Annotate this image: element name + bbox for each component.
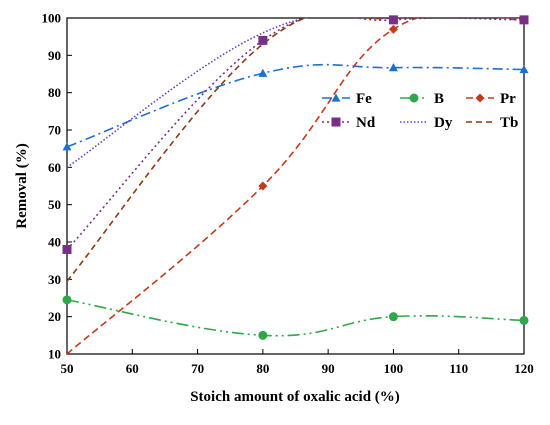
- y-tick-label: 60: [48, 160, 61, 175]
- series-line-dy: [67, 18, 524, 168]
- y-axis-ticks: 10 20 30 40 50 60 70 80 90 100: [42, 11, 72, 362]
- series-line-fe: [67, 63, 524, 148]
- legend-item-nd: Nd: [322, 115, 376, 131]
- legend-label-nd: Nd: [356, 115, 376, 131]
- series-lines: [67, 18, 524, 354]
- data-point-b: [388, 312, 398, 322]
- data-point-nd: [519, 15, 529, 25]
- series-markers: [62, 15, 529, 340]
- data-point-b: [519, 315, 529, 325]
- x-tick-label: 100: [384, 361, 404, 376]
- x-tick-label: 120: [514, 361, 534, 376]
- series-line-pr: [67, 18, 524, 354]
- y-tick-label: 30: [48, 272, 61, 287]
- data-point-b: [258, 330, 268, 340]
- data-point-nd: [62, 244, 72, 254]
- data-point-pr: [388, 24, 398, 34]
- series-line-nd: [67, 18, 524, 251]
- y-tick-label: 70: [48, 123, 61, 138]
- y-tick-label: 40: [48, 235, 61, 250]
- y-tick-label: 80: [48, 85, 61, 100]
- y-tick-label: 20: [48, 309, 61, 324]
- x-axis-title: Stoich amount of oxalic acid (%): [190, 389, 400, 405]
- legend-label-tb: Tb: [500, 115, 518, 131]
- x-tick-label: 80: [256, 361, 269, 376]
- x-tick-label: 90: [322, 361, 335, 376]
- y-tick-label: 100: [42, 11, 62, 26]
- y-axis-title: Removal (%): [14, 143, 30, 228]
- legend-item-fe: Fe: [322, 91, 372, 107]
- plot-area: [66, 17, 525, 355]
- data-point-fe: [519, 65, 529, 74]
- series-line-tb: [67, 18, 524, 282]
- series-line-b: [67, 299, 524, 337]
- data-point-fe: [388, 63, 398, 72]
- legend-item-pr: Pr: [466, 91, 516, 107]
- legend-label-dy: Dy: [434, 115, 453, 131]
- data-point-nd: [388, 15, 398, 25]
- legend-marker-fe: [331, 93, 341, 102]
- legend-marker-pr: [475, 93, 485, 103]
- x-tick-label: 70: [191, 361, 204, 376]
- legend-marker-nd: [331, 117, 341, 127]
- data-point-pr: [258, 181, 268, 191]
- legend-label-b: B: [434, 91, 444, 107]
- legend: Fe B Pr Nd Dy Tb: [322, 91, 518, 131]
- data-point-nd: [258, 35, 268, 45]
- y-tick-label: 10: [48, 347, 61, 362]
- x-axis-ticks: 50 60 70 80 90 100 110 120: [61, 349, 534, 376]
- legend-marker-b: [409, 93, 419, 103]
- x-tick-label: 60: [126, 361, 139, 376]
- x-tick-label: 50: [61, 361, 74, 376]
- legend-item-dy: Dy: [400, 115, 453, 131]
- y-tick-label: 90: [48, 48, 61, 63]
- data-point-fe: [258, 68, 268, 77]
- data-point-fe: [62, 142, 72, 151]
- legend-label-pr: Pr: [500, 91, 516, 107]
- x-tick-label: 110: [449, 361, 468, 376]
- legend-item-tb: Tb: [466, 115, 518, 131]
- data-point-b: [62, 295, 72, 305]
- legend-label-fe: Fe: [356, 91, 372, 107]
- y-tick-label: 50: [48, 197, 61, 212]
- legend-item-b: B: [400, 91, 444, 107]
